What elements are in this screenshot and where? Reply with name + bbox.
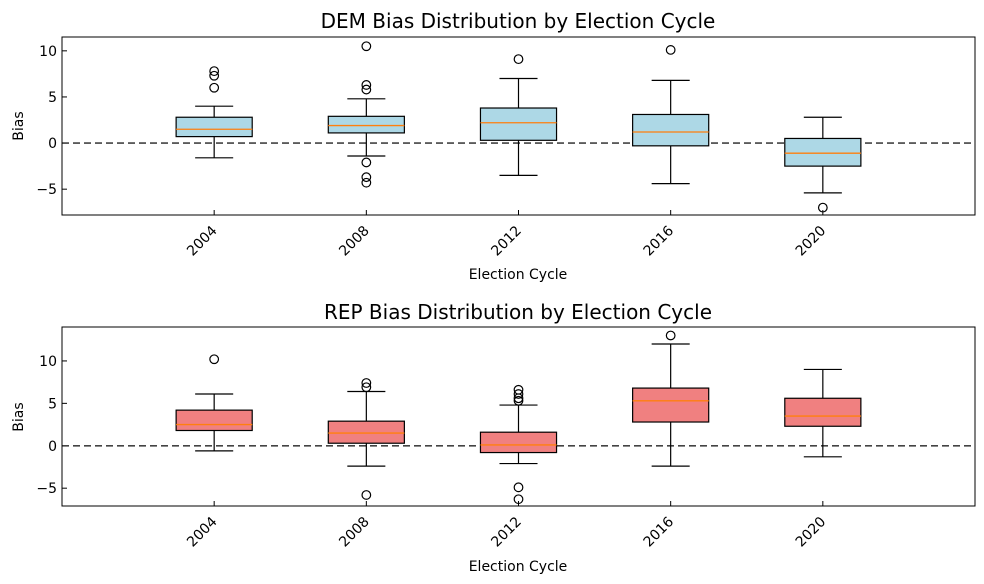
- rep-outlier-point: [513, 482, 524, 493]
- dem-outlier-point: [361, 157, 372, 168]
- rep-box-body: [327, 420, 405, 444]
- rep-bias-panel: REP Bias Distribution by Election Cycle …: [11, 300, 976, 575]
- rep-outlier-point: [209, 354, 220, 365]
- dem-outlier-point: [361, 177, 372, 188]
- rep-y-axis-label: Bias: [11, 402, 27, 431]
- dem-y-axis-label: Bias: [11, 111, 27, 140]
- rep-x-tick-label: 2012: [488, 514, 525, 551]
- dem-box-body: [175, 116, 253, 138]
- rep-outlier-point: [513, 393, 524, 404]
- rep-y-tick-label: 10: [39, 354, 57, 370]
- dem-outlier-point: [209, 82, 220, 93]
- rep-box-2016: [632, 330, 710, 467]
- rep-box-2008: [327, 378, 405, 500]
- rep-outlier-point: [513, 389, 524, 399]
- rep-x-tick-label: 2004: [184, 514, 221, 551]
- dem-bias-panel: DEM Bias Distribution by Election Cycle …: [11, 9, 976, 283]
- rep-outlier-point: [361, 490, 372, 500]
- dem-plot-frame: [61, 36, 976, 216]
- dem-outlier-point: [361, 172, 372, 183]
- dem-y-tick-label: 0: [48, 136, 57, 152]
- rep-outlier-point: [665, 330, 676, 341]
- rep-chart-title: REP Bias Distribution by Election Cycle: [324, 300, 712, 324]
- rep-x-tick-label: 2016: [641, 514, 678, 551]
- rep-x-axis-label: Election Cycle: [469, 559, 568, 575]
- dem-y-tick-label: 10: [39, 44, 57, 60]
- dem-outlier-point: [665, 45, 676, 55]
- rep-box-2020: [784, 368, 862, 458]
- dem-outlier-point: [361, 80, 372, 90]
- rep-outlier-point: [361, 378, 372, 388]
- dem-box-2016: [632, 45, 710, 185]
- dem-box-2012: [479, 54, 558, 176]
- dem-box-body: [479, 107, 558, 141]
- dem-box-2004: [175, 66, 253, 159]
- dem-box-body: [327, 115, 405, 134]
- dem-outlier-point: [361, 84, 372, 95]
- rep-x-tick-label: 2020: [793, 514, 830, 551]
- rep-outlier-point: [513, 395, 524, 406]
- rep-box-body: [632, 387, 710, 423]
- rep-x-tick-label: 2008: [336, 514, 373, 551]
- rep-box-body: [784, 397, 862, 427]
- dem-y-tick-label: 5: [48, 90, 57, 106]
- dem-chart-title: DEM Bias Distribution by Election Cycle: [321, 9, 716, 33]
- dem-outlier-point: [513, 54, 524, 65]
- rep-outlier-point: [361, 382, 372, 393]
- dem-box-body: [632, 113, 710, 147]
- rep-y-tick-label: −5: [36, 481, 57, 497]
- dem-outlier-point: [209, 70, 220, 81]
- rep-y-tick-label: 5: [48, 396, 57, 412]
- dem-outlier-point: [361, 41, 372, 52]
- dem-box-body: [784, 137, 862, 167]
- dem-x-axis-label: Election Cycle: [469, 267, 568, 283]
- dem-x-tick-label: 2016: [641, 223, 678, 260]
- dem-x-tick-label: 2008: [336, 223, 373, 260]
- dem-outlier-point: [209, 66, 220, 77]
- rep-box-2004: [175, 354, 253, 452]
- rep-box-body: [479, 431, 558, 454]
- rep-y-tick-label: 0: [48, 439, 57, 455]
- dem-y-tick-label: −5: [36, 182, 57, 198]
- dem-x-tick-label: 2004: [184, 223, 221, 260]
- dem-x-tick-label: 2012: [488, 223, 525, 260]
- dem-box-2008: [327, 41, 405, 188]
- rep-box-2012: [479, 384, 558, 505]
- dem-x-tick-label: 2020: [793, 223, 830, 260]
- dem-box-2020: [784, 116, 862, 213]
- rep-plot-frame: [61, 326, 976, 507]
- rep-box-body: [175, 409, 253, 432]
